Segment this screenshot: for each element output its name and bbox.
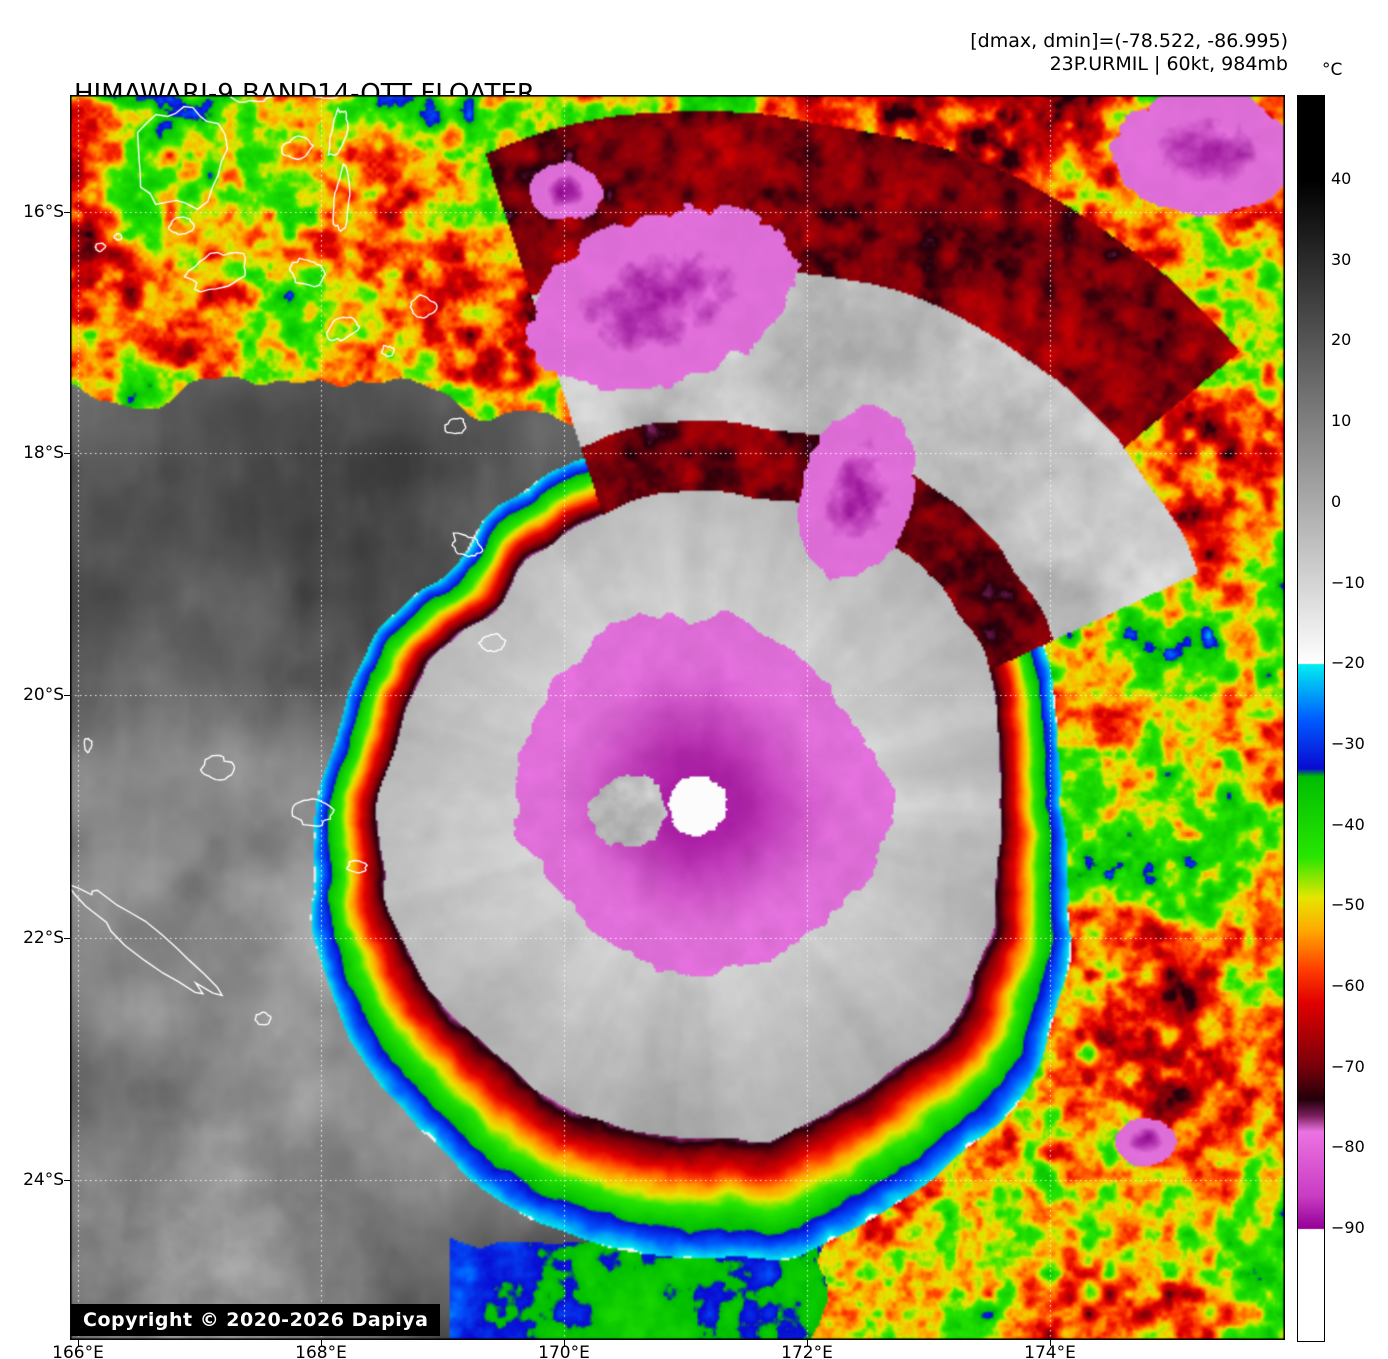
copyright-badge: Copyright © 2020-2026 Dapiya <box>71 1304 441 1336</box>
lon-axis-tick <box>807 1340 809 1346</box>
colorbar-tick-label: −60 <box>1331 976 1365 995</box>
colorbar-tick-label: −30 <box>1331 733 1365 753</box>
colorbar-tick-label: −70 <box>1331 1056 1365 1076</box>
colorbar-unit-label: °C <box>1322 60 1343 80</box>
colorbar <box>1297 95 1325 1342</box>
dmax-dmin-readout: [dmax, dmin]=(-78.522, -86.995) <box>970 30 1288 52</box>
lon-tick-label: 166°E <box>52 1343 104 1359</box>
colorbar-tick-label: −50 <box>1331 895 1365 915</box>
colorbar-tick-label: −40 <box>1331 814 1365 834</box>
lat-tick-label: 20°S <box>23 685 64 705</box>
colorbar-tick-label: 10 <box>1331 411 1352 431</box>
lat-axis-tick <box>64 212 70 214</box>
lat-tick-label: 18°S <box>23 443 64 463</box>
storm-readout: 23P.URMIL | 60kt, 984mb <box>1049 53 1288 75</box>
colorbar-tick-label: −90 <box>1331 1218 1365 1238</box>
colorbar-tick-label: 30 <box>1331 249 1352 269</box>
header-info: [dmax, dmin]=(-78.522, -86.995) 23P.URMI… <box>970 30 1288 76</box>
lon-tick-label: 172°E <box>781 1343 833 1359</box>
lon-tick-label: 168°E <box>295 1343 347 1359</box>
colorbar-tick-label: −20 <box>1331 653 1365 673</box>
colorbar-tick-label: 0 <box>1331 491 1342 511</box>
satellite-image <box>70 95 1285 1340</box>
lat-tick-label: 24°S <box>23 1170 64 1190</box>
lat-axis-tick <box>64 453 70 455</box>
lon-tick-label: 174°E <box>1024 1343 1076 1359</box>
lon-tick-label: 170°E <box>538 1343 590 1359</box>
lon-axis-tick <box>78 1340 80 1346</box>
colorbar-tick-label: 20 <box>1331 330 1352 350</box>
lat-tick-label: 16°S <box>23 202 64 222</box>
lon-axis-tick <box>564 1340 566 1346</box>
lat-tick-label: 22°S <box>23 928 64 948</box>
lat-axis-tick <box>64 1180 70 1182</box>
lon-axis-tick <box>1050 1340 1052 1346</box>
colorbar-tick-label: 40 <box>1331 169 1352 189</box>
colorbar-tick-label: −10 <box>1331 572 1365 592</box>
lat-axis-tick <box>64 695 70 697</box>
lat-axis-tick <box>64 938 70 940</box>
colorbar-tick-label: −80 <box>1331 1137 1365 1157</box>
product-title: HIMAWARI-9 BAND14-OTT FLOATER <box>74 79 535 109</box>
lon-axis-tick <box>321 1340 323 1346</box>
